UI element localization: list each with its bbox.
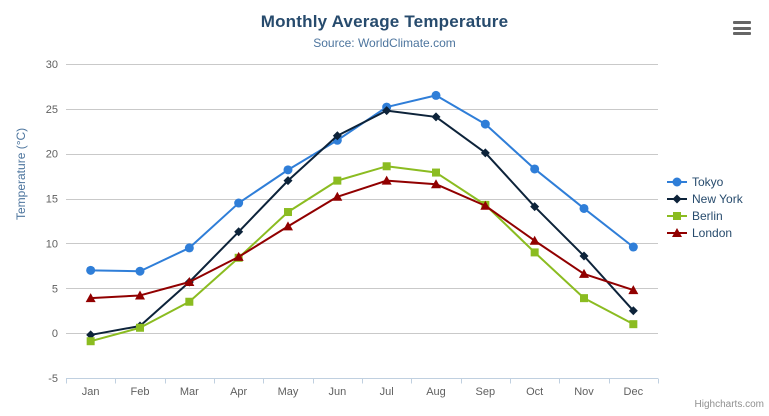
legend-item-new-york[interactable]: New York [667,190,743,207]
hamburger-icon [733,21,751,24]
x-tick-label: Aug [426,386,446,398]
diamond-marker-icon [667,194,687,203]
data-point-berlin[interactable] [629,320,638,329]
data-point-london[interactable] [381,175,392,185]
y-tick-label: 20 [46,149,58,161]
data-point-new-york[interactable] [382,106,392,116]
y-tick-label: -5 [48,373,58,385]
data-point-berlin[interactable] [530,248,539,257]
legend-label-london: London [692,225,733,240]
x-tick-label: Jul [380,386,394,398]
data-point-tokyo[interactable] [234,198,244,208]
triangle-marker-icon [667,227,687,237]
x-tick-label: Oct [526,386,543,398]
legend-label-new-york: New York [692,191,743,206]
series-line-tokyo[interactable] [89,94,635,273]
data-point-london[interactable] [628,285,639,295]
x-tick-label: Nov [574,386,594,398]
data-point-new-york[interactable] [628,306,638,316]
x-tick-label: Jan [82,386,100,398]
data-point-tokyo[interactable] [184,243,194,253]
data-point-berlin[interactable] [333,176,342,185]
hamburger-icon [733,32,751,35]
chart-title: Monthly Average Temperature [260,12,509,31]
y-axis-title: Temperature (°C) [14,127,28,220]
circle-marker-icon [667,177,687,186]
x-tick-label: Mar [180,386,199,398]
data-point-new-york[interactable] [480,148,490,158]
data-point-london[interactable] [579,268,589,278]
data-point-tokyo[interactable] [431,90,441,100]
data-point-tokyo[interactable] [135,266,145,276]
data-point-london[interactable] [283,221,293,231]
export-menu-button[interactable] [732,20,752,36]
series-line-berlin[interactable] [89,165,635,343]
data-point-tokyo[interactable] [628,242,638,252]
legend-item-london[interactable]: London [667,224,743,241]
data-point-london[interactable] [85,293,96,303]
x-tick-label: Dec [624,386,644,398]
y-tick-label: 5 [52,283,58,295]
y-tick-label: 15 [46,194,58,206]
x-tick-label: Apr [230,386,247,398]
data-point-berlin[interactable] [432,168,440,177]
data-point-london[interactable] [332,191,343,201]
data-point-berlin[interactable] [136,323,144,332]
chart-subtitle: Source: WorldClimate.com [313,36,456,50]
data-point-berlin[interactable] [580,294,588,303]
data-point-new-york[interactable] [530,202,540,212]
data-point-london[interactable] [135,290,145,300]
data-point-berlin[interactable] [284,208,292,217]
legend-item-berlin[interactable]: Berlin [667,207,743,224]
y-tick-label: 10 [46,238,58,250]
series-line-new-york[interactable] [89,109,635,336]
data-point-berlin[interactable] [185,297,194,306]
data-point-tokyo[interactable] [480,119,490,129]
x-tick-label: Feb [131,386,150,398]
y-tick-label: 25 [46,104,58,116]
data-point-new-york[interactable] [86,330,96,340]
x-tick-label: Sep [476,386,496,398]
legend-label-berlin: Berlin [692,208,723,223]
data-point-tokyo[interactable] [530,164,540,174]
data-point-london[interactable] [529,235,540,245]
data-point-london[interactable] [431,179,441,189]
data-point-new-york[interactable] [332,131,342,141]
data-point-berlin[interactable] [382,162,391,171]
series-line-london[interactable] [89,179,635,300]
legend-label-tokyo: Tokyo [692,174,724,189]
y-tick-label: 0 [52,328,58,340]
y-tick-label: 30 [46,59,58,71]
legend: Tokyo New York Berlin London [667,173,743,241]
data-point-new-york[interactable] [431,112,441,122]
x-tick-label: Jun [328,386,346,398]
data-point-london[interactable] [233,251,244,261]
data-point-london[interactable] [184,277,195,287]
data-point-berlin[interactable] [86,337,95,346]
data-point-tokyo[interactable] [579,203,589,213]
hamburger-icon [733,26,751,30]
data-point-tokyo[interactable] [283,165,293,175]
data-point-new-york[interactable] [283,176,293,186]
x-tick-label: May [278,386,299,398]
square-marker-icon [667,211,687,220]
legend-item-tokyo[interactable]: Tokyo [667,173,743,190]
data-point-tokyo[interactable] [86,265,96,275]
data-point-new-york[interactable] [579,251,589,261]
data-point-new-york[interactable] [234,227,244,237]
data-point-london[interactable] [480,200,491,210]
credits-link[interactable]: Highcharts.com [694,399,764,410]
